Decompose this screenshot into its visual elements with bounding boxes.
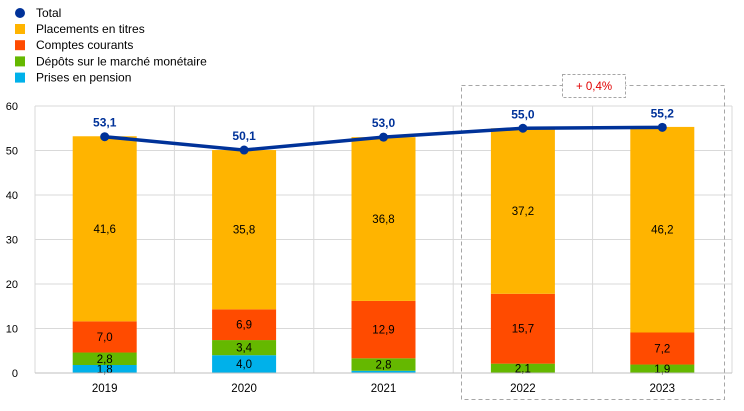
total-point-2020	[239, 145, 249, 155]
legend-marker-0	[15, 72, 25, 83]
y-tick-label: 30	[6, 235, 18, 247]
x-tick-label: 2019	[92, 383, 118, 395]
bar-segment-3-2020	[212, 150, 277, 310]
bar-label-3-2023: 46,2	[651, 225, 673, 237]
total-label-2023: 55,2	[651, 106, 675, 120]
y-tick-label: 20	[6, 279, 18, 291]
x-tick-label: 2023	[650, 383, 676, 395]
total-label-2022: 55,0	[511, 107, 535, 121]
bar-label-2-2021: 12,9	[372, 325, 394, 337]
annotation-text: + 0,4%	[576, 81, 612, 93]
y-tick-label: 50	[6, 146, 18, 158]
bar-label-1-2022: 2,1	[515, 363, 531, 375]
total-point-2019	[100, 132, 110, 142]
y-axis: 0 10 20 30 40 50 60	[6, 101, 18, 380]
bar-label-2-2022: 15,7	[512, 324, 534, 336]
bar-label-2-2020: 6,9	[236, 320, 252, 332]
bar-segment-3-2022	[490, 128, 555, 294]
bar-label-3-2021: 36,8	[372, 214, 394, 226]
x-axis: 2019 2020 2021 2022 2023	[35, 372, 732, 395]
bar-label-0-2019: 1,8	[97, 364, 113, 376]
bar-segment-0-2021	[351, 370, 416, 373]
y-tick-label: 0	[12, 368, 18, 380]
legend-marker-total	[15, 8, 25, 18]
total-point-2021	[379, 132, 388, 142]
total-label-2019: 53,1	[93, 116, 117, 130]
total-label-2020: 50,1	[232, 129, 256, 143]
legend-marker-1	[15, 56, 25, 67]
annotation-box	[562, 74, 626, 98]
bar-segment-2-2020	[212, 309, 277, 341]
legend-marker-3	[15, 24, 25, 34]
x-tick-label: 2020	[231, 383, 257, 395]
bar-label-3-2019: 41,6	[94, 224, 116, 236]
bar-segment-3-2019	[72, 136, 137, 322]
bar-segment-0-2019	[72, 364, 137, 373]
bar-label-2-2019: 7,0	[97, 332, 113, 344]
total-point-2023	[657, 122, 667, 132]
bar-label-1-2021: 2,8	[376, 360, 392, 372]
bar-segment-1-2020	[212, 340, 277, 356]
bar-label-3-2020: 35,8	[233, 225, 255, 237]
bar-segment-3-2023	[630, 126, 695, 333]
y-tick-label: 60	[6, 101, 18, 113]
legend-label-2: Comptes courants	[36, 38, 133, 52]
bar-label-0-2020: 4,0	[236, 359, 252, 371]
bar-label-3-2022: 37,2	[512, 206, 534, 218]
bar-segment-1-2022	[490, 363, 555, 373]
legend-label-1: Dépôts sur le marché monétaire	[36, 54, 207, 68]
bar-label-2-2023: 7,2	[654, 344, 670, 356]
bar-label-1-2019: 2,8	[97, 354, 113, 366]
bar-segment-2-2023	[630, 332, 695, 365]
bars: 1,82,87,041,64,03,46,935,82,812,936,82,1…	[72, 126, 695, 376]
total-label-2021: 53,0	[372, 116, 396, 130]
y-tick-label: 40	[6, 190, 18, 202]
x-tick-label: 2021	[371, 383, 397, 395]
bar-segment-1-2019	[72, 352, 137, 365]
y-tick-label: 10	[6, 324, 18, 336]
legend-marker-2	[15, 40, 25, 51]
bar-label-1-2023: 1,9	[654, 364, 670, 376]
highlight-box: + 0,4%	[461, 74, 725, 400]
bar-segment-3-2021	[351, 137, 416, 301]
bar-segment-2-2019	[72, 321, 137, 353]
x-tick-label: 2022	[510, 383, 536, 395]
bar-segment-0-2020	[212, 355, 277, 373]
bar-segment-1-2021	[351, 358, 416, 371]
legend: Total Placements en titres Comptes courant…	[15, 6, 207, 85]
bar-segment-2-2022	[490, 293, 555, 364]
bar-label-1-2020: 3,4	[236, 343, 253, 355]
total-line: 53,1 50,1 53,0 55,0 55,2	[93, 106, 675, 155]
total-point-2022	[518, 123, 528, 133]
bar-segment-1-2023	[630, 364, 695, 373]
legend-label-3: Placements en titres	[36, 22, 145, 36]
highlight-dashed-box	[461, 85, 725, 400]
legend-label-total: Total	[36, 6, 61, 20]
legend-label-0: Prises en pension	[36, 71, 131, 85]
bar-segment-2-2021	[351, 300, 416, 359]
